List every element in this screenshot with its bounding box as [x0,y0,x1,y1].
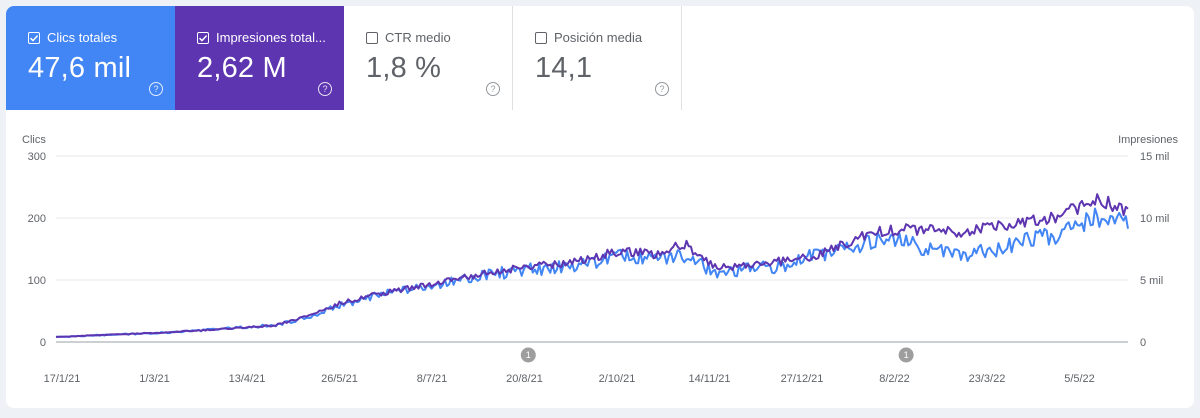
checkbox-checked-icon[interactable] [28,31,40,44]
y-tick-label-left: 300 [28,151,46,163]
y-tick-label-right: 10 mil [1140,213,1169,225]
metric-cards: Clics totales 47,6 mil ? Impresiones tot… [6,6,682,110]
annotation-label: 1 [526,350,531,360]
y-axis-label-left: Clics [22,134,46,146]
metric-value: 14,1 [535,52,593,84]
metric-value: 1,8 % [366,52,442,84]
x-tick-label: 26/5/21 [321,373,358,385]
checkbox-checked-icon[interactable] [197,31,209,44]
x-tick-label: 8/7/21 [417,373,448,385]
annotation-label: 1 [904,350,909,360]
x-tick-label: 17/1/21 [44,373,81,385]
impressions-series-line [55,193,1129,338]
annotation-marker[interactable] [898,347,914,363]
checkbox-unchecked-icon[interactable] [366,31,378,44]
y-tick-label-right: 0 [1140,337,1146,349]
x-tick-label: 13/4/21 [229,373,266,385]
metric-value: 2,62 M [197,52,287,84]
performance-chart: 1 1 300 15 mil 200 10 mil 100 5 mil 0 0 Clics Impr… [22,134,1178,385]
metric-label: Clics totales [47,30,118,45]
x-tick-label: 8/2/22 [879,373,910,385]
y-tick-label-left: 100 [28,275,46,287]
x-tick-label: 27/12/21 [781,373,824,385]
x-tick-label: 5/5/22 [1064,373,1095,385]
help-icon[interactable]: ? [486,82,500,96]
help-icon[interactable]: ? [318,82,332,96]
x-tick-label: 20/8/21 [506,373,543,385]
checkbox-unchecked-icon[interactable] [535,31,547,44]
metric-card-position[interactable]: Posición media 14,1 ? [513,6,682,110]
y-tick-label-right: 15 mil [1140,151,1169,163]
metric-card-clicks[interactable]: Clics totales 47,6 mil ? [6,6,175,110]
x-tick-label: 1/3/21 [139,373,170,385]
metric-card-ctr[interactable]: CTR medio 1,8 % ? [344,6,513,110]
help-icon[interactable]: ? [149,82,163,96]
metric-card-impressions[interactable]: Impresiones total... 2,62 M ? [175,6,344,110]
y-tick-label-left: 200 [28,213,46,225]
y-tick-label-left: 0 [40,337,46,349]
x-tick-label: 2/10/21 [599,373,636,385]
metric-label: Posición media [554,30,643,45]
annotation-marker[interactable] [520,347,536,363]
y-axis-label-right: Impresiones [1118,134,1178,146]
y-tick-label-right: 5 mil [1140,275,1163,287]
x-tick-label: 23/3/22 [969,373,1006,385]
clicks-series-line [55,207,1129,339]
metric-value: 47,6 mil [28,52,132,84]
performance-panel: Clics totales 47,6 mil ? Impresiones tot… [6,6,1194,408]
metric-label: Impresiones total... [216,30,326,45]
help-icon[interactable]: ? [655,82,669,96]
metric-label: CTR medio [385,30,451,45]
x-tick-label: 14/11/21 [688,373,730,385]
